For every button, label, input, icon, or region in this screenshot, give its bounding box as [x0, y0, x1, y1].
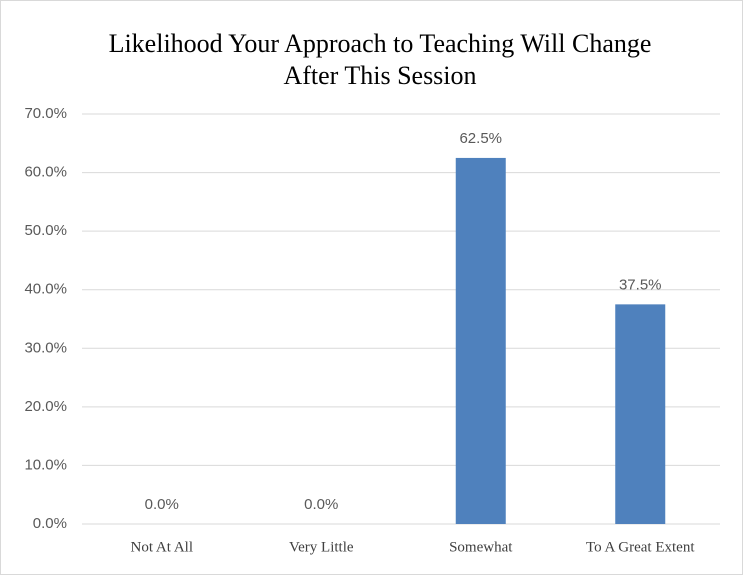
- y-tick-label: 30.0%: [24, 339, 67, 356]
- bar: [455, 157, 506, 524]
- data-label: 0.0%: [304, 496, 338, 513]
- y-tick-label: 60.0%: [24, 164, 67, 181]
- x-tick-label: Not At All: [130, 539, 193, 555]
- y-tick-label: 0.0%: [33, 515, 67, 532]
- x-tick-label: To A Great Extent: [586, 539, 695, 555]
- y-tick-label: 20.0%: [24, 398, 67, 415]
- y-tick-label: 50.0%: [24, 222, 67, 239]
- data-label: 0.0%: [145, 496, 179, 513]
- data-label: 37.5%: [619, 276, 662, 293]
- chart-title: Likelihood Your Approach to Teaching Wil…: [108, 29, 652, 90]
- y-tick-label: 70.0%: [24, 105, 67, 122]
- bar: [615, 304, 666, 524]
- y-tick-label: 10.0%: [24, 456, 67, 473]
- x-tick-label: Very Little: [289, 539, 354, 555]
- data-label: 62.5%: [459, 130, 502, 147]
- x-tick-label: Somewhat: [449, 539, 513, 555]
- y-tick-label: 40.0%: [24, 281, 67, 298]
